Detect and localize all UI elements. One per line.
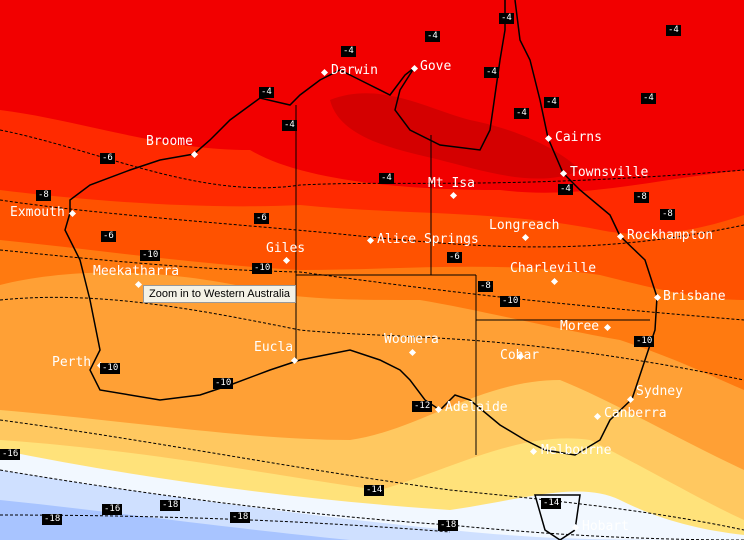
contour-value-label: -4 <box>544 97 559 108</box>
city-label[interactable]: Melbourne <box>541 443 612 458</box>
contour-value-label: -4 <box>666 25 681 36</box>
city-label[interactable]: Gove <box>420 59 452 74</box>
contour-value-label: -4 <box>282 120 297 131</box>
contour-value-label: -10 <box>140 250 161 261</box>
city-label[interactable]: Cairns <box>555 130 602 145</box>
contour-value-label: -4 <box>259 87 274 98</box>
contour-line <box>0 249 744 321</box>
contour-value-label: -10 <box>252 263 273 274</box>
contour-value-label: -6 <box>254 213 269 224</box>
city-label[interactable]: Adelaide <box>445 400 508 415</box>
contour-value-label: -10 <box>500 296 521 307</box>
city-label[interactable]: Exmouth <box>10 205 65 220</box>
contour-line <box>0 419 744 531</box>
contour-value-label: -18 <box>42 514 63 525</box>
city-label[interactable]: Longreach <box>489 218 560 233</box>
city-label[interactable]: Meekatharra <box>93 264 180 279</box>
contour-value-label: -16 <box>102 504 123 515</box>
contour-value-label: -4 <box>425 31 440 42</box>
contour-line <box>0 296 744 381</box>
city-label[interactable]: Perth <box>52 355 92 370</box>
temperature-band <box>330 93 580 179</box>
contour-line <box>0 199 744 248</box>
contour-value-label: -8 <box>478 281 493 292</box>
city-label[interactable]: Canberra <box>604 406 667 421</box>
region-tooltip: Zoom in to Western Australia <box>143 285 297 303</box>
contour-line <box>0 469 744 540</box>
contour-line <box>0 129 744 189</box>
contour-value-label: -10 <box>213 378 234 389</box>
city-label[interactable]: Darwin <box>331 63 378 78</box>
city-label[interactable]: Mt Isa <box>428 176 475 191</box>
contour-value-label: -4 <box>641 93 656 104</box>
contour-value-label: -10 <box>100 363 121 374</box>
city-label[interactable]: Moree <box>560 319 600 334</box>
city-label[interactable]: Alice Springs <box>377 232 479 247</box>
contour-value-label: -8 <box>36 190 51 201</box>
contour-value-label: -8 <box>660 209 675 220</box>
contour-value-label: -18 <box>438 520 459 531</box>
city-label[interactable]: Sydney <box>636 384 683 399</box>
contour-lines <box>0 129 744 540</box>
city-label[interactable]: Charleville <box>510 261 597 276</box>
tasmania-coastline <box>534 494 581 540</box>
city-label[interactable]: Eucla <box>254 340 294 355</box>
city-label[interactable]: Rockhampton <box>627 228 714 243</box>
temperature-band <box>0 500 350 540</box>
contour-value-label: -4 <box>514 108 529 119</box>
city-label[interactable]: Townsville <box>570 165 649 180</box>
contour-value-label: -6 <box>101 231 116 242</box>
city-label[interactable]: Woomera <box>384 332 439 347</box>
contour-value-label: -12 <box>412 401 433 412</box>
contour-value-label: -18 <box>160 500 181 511</box>
city-label[interactable]: Hobart <box>582 519 629 534</box>
contour-value-label: -4 <box>341 46 356 57</box>
contour-value-label: -14 <box>541 498 562 509</box>
state-borders <box>295 105 650 455</box>
city-label[interactable]: Giles <box>266 241 306 256</box>
city-label[interactable]: Broome <box>146 134 193 149</box>
contour-value-label: -6 <box>447 252 462 263</box>
contour-value-label: -6 <box>100 153 115 164</box>
city-label[interactable]: Cobar <box>500 348 540 363</box>
contour-value-label: -4 <box>484 67 499 78</box>
city-label[interactable]: Brisbane <box>663 289 726 304</box>
contour-value-label: -16 <box>0 449 21 460</box>
contour-value-label: -10 <box>634 336 655 347</box>
coastline <box>64 0 658 456</box>
contour-value-label: -14 <box>364 485 385 496</box>
contour-value-label: -18 <box>230 512 251 523</box>
contour-value-label: -8 <box>634 192 649 203</box>
contour-value-label: -4 <box>499 13 514 24</box>
contour-value-label: -4 <box>558 184 573 195</box>
contour-value-label: -4 <box>379 173 394 184</box>
